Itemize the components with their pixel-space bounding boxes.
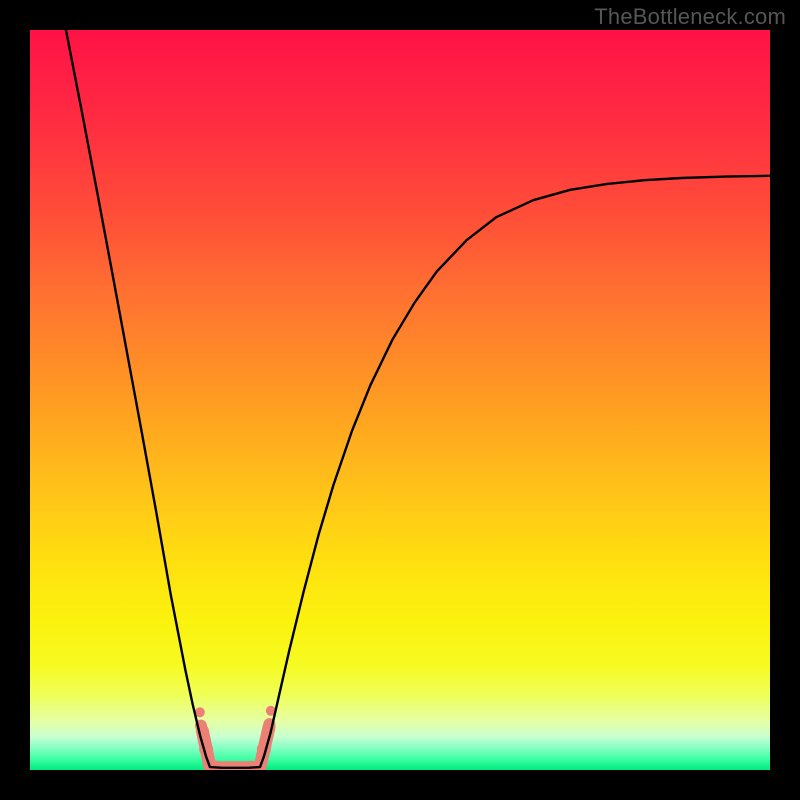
bottleneck-curve [66,30,770,768]
watermark-text: TheBottleneck.com [594,4,786,30]
curve-layer [30,30,770,770]
plot-area [30,30,770,770]
